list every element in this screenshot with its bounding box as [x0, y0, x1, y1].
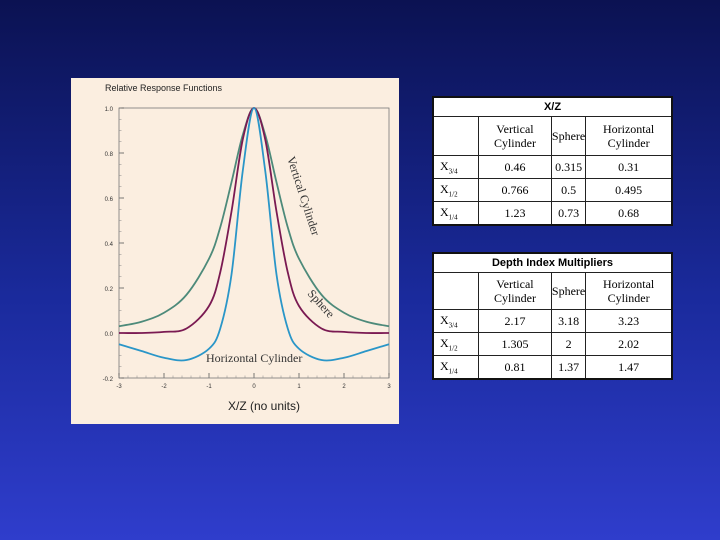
table-cell: 2.02 — [585, 332, 673, 356]
series-line-sphere — [118, 107, 390, 334]
x-tick-label: 1 — [297, 384, 301, 390]
table-row: X1/4 0.81 1.37 1.47 — [432, 355, 673, 380]
x-axis-label: X/Z (no units) — [228, 399, 300, 413]
table-row: X1/2 1.305 2 2.02 — [432, 332, 673, 356]
row-label: X1/4 — [432, 355, 479, 380]
y-tick-label: 0.8 — [105, 152, 114, 158]
row-label: X1/2 — [432, 332, 479, 356]
x-tick-label: -3 — [116, 384, 122, 390]
table-cell: 0.766 — [478, 178, 552, 202]
x-tick-label: 3 — [387, 384, 391, 390]
series-line-horizontal-cylinder — [118, 107, 390, 362]
row-label: X3/4 — [432, 155, 479, 179]
table-cell: 2.17 — [478, 309, 552, 333]
corner-cell — [432, 116, 479, 156]
table-cell: 1.37 — [550, 355, 587, 380]
table-cell: 0.31 — [585, 155, 673, 179]
y-tick-label: 0.2 — [105, 287, 114, 293]
table-row: X1/4 1.23 0.73 0.68 — [432, 201, 673, 226]
table-cell: 0.81 — [478, 355, 552, 380]
table-cell: 1.23 — [478, 201, 552, 226]
y-tick-label: 0.6 — [105, 197, 114, 203]
table-cell: 3.23 — [585, 309, 673, 333]
col-header-horizontal-cylinder: Horizontal Cylinder — [585, 272, 673, 310]
table-caption: X/Z — [432, 96, 673, 117]
table-cell: 2 — [550, 332, 587, 356]
table-cell: 0.46 — [478, 155, 552, 179]
x-tick-label: -2 — [161, 384, 167, 390]
table-row: X3/4 0.46 0.315 0.31 — [432, 155, 673, 179]
y-tick-label: -0.2 — [103, 377, 114, 383]
col-header-horizontal-cylinder: Horizontal Cylinder — [585, 116, 673, 156]
response-figure: Relative Response Functions 1.0 0.8 0.6 0.4 0… — [71, 78, 399, 424]
annotation-sphere: Sphere — [305, 287, 338, 321]
row-label: X3/4 — [432, 309, 479, 333]
xz-table: X/Z Vertical Cylinder Sphere Horizontal … — [432, 96, 673, 226]
table-cell: 0.495 — [585, 178, 673, 202]
y-tick-label: 1.0 — [105, 107, 114, 113]
table-caption: Depth Index Multipliers — [432, 252, 673, 273]
table-cell: 0.68 — [585, 201, 673, 226]
table-cell: 0.73 — [550, 201, 587, 226]
x-tick-label: 2 — [342, 384, 346, 390]
corner-cell — [432, 272, 479, 310]
table-cell: 1.47 — [585, 355, 673, 380]
x-tick-label: -1 — [206, 384, 212, 390]
response-chart: Relative Response Functions 1.0 0.8 0.6 0.4 0… — [103, 83, 392, 413]
chart-title: Relative Response Functions — [105, 83, 223, 93]
table-cell: 0.5 — [550, 178, 587, 202]
table-row: X1/2 0.766 0.5 0.495 — [432, 178, 673, 202]
table-cell: 3.18 — [550, 309, 587, 333]
y-tick-label: 0.0 — [105, 332, 114, 338]
annotation-vertical-cylinder: Vertical Cylinder — [284, 155, 323, 238]
row-label: X1/2 — [432, 178, 479, 202]
annotation-horizontal-cylinder: Horizontal Cylinder — [206, 351, 302, 365]
row-label: X1/4 — [432, 201, 479, 226]
series-line-vertical-cylinder — [118, 107, 390, 328]
table-row: X3/4 2.17 3.18 3.23 — [432, 309, 673, 333]
col-header-vertical-cylinder: Vertical Cylinder — [478, 272, 552, 310]
col-header-sphere: Sphere — [550, 272, 587, 310]
table-cell: 1.305 — [478, 332, 552, 356]
col-header-sphere: Sphere — [550, 116, 587, 156]
table-cell: 0.315 — [550, 155, 587, 179]
y-tick-label: 0.4 — [105, 242, 114, 248]
col-header-vertical-cylinder: Vertical Cylinder — [478, 116, 552, 156]
plot-frame — [118, 107, 390, 379]
x-tick-label: 0 — [252, 384, 256, 390]
depth-index-table: Depth Index Multipliers Vertical Cylinde… — [432, 252, 673, 380]
